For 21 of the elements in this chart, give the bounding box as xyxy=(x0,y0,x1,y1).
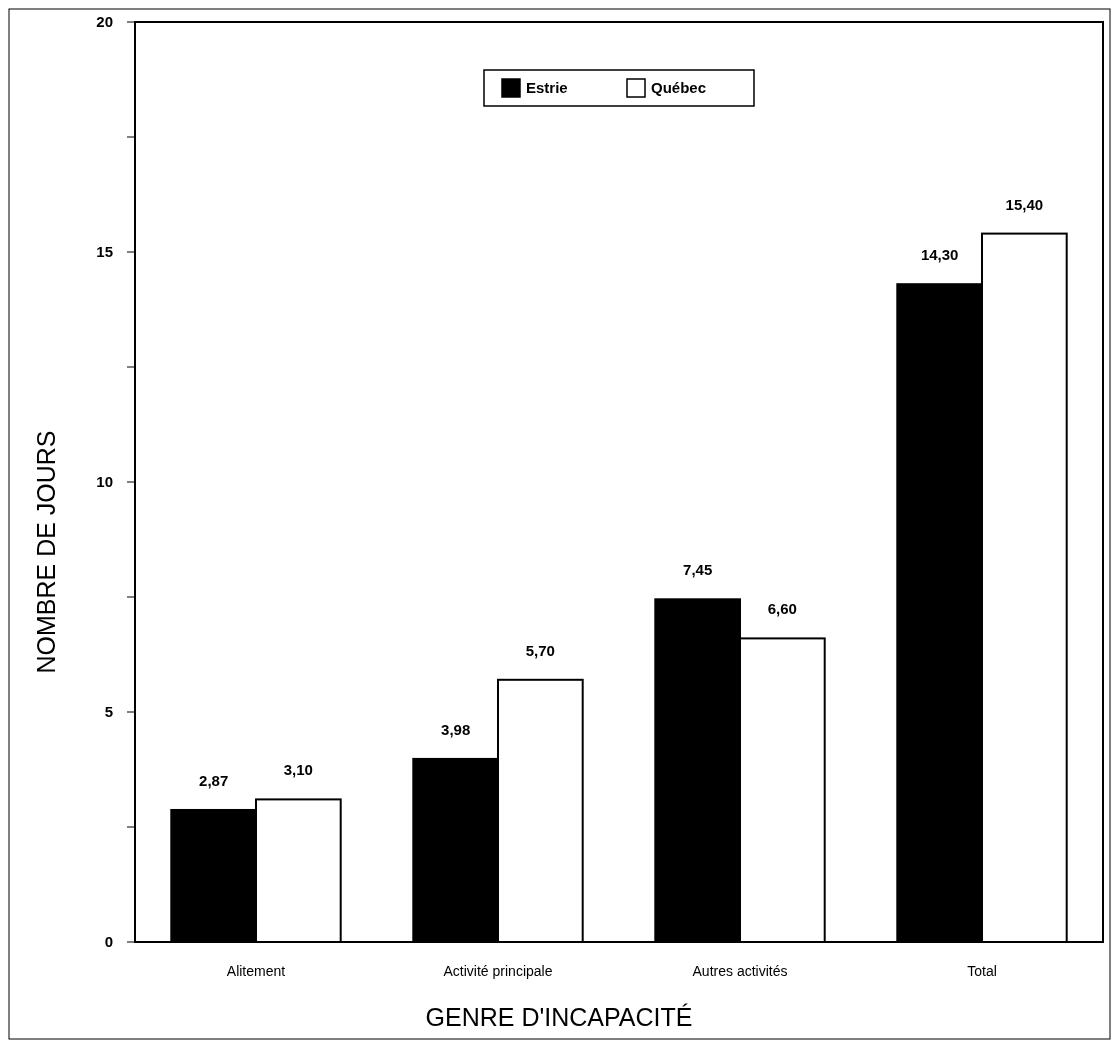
x-tick-label: Alitement xyxy=(226,963,286,979)
legend-label: Estrie xyxy=(526,79,568,97)
data-label: 3,10 xyxy=(283,761,313,779)
x-tick-label: Autres activités xyxy=(692,963,788,979)
legend-label: Québec xyxy=(651,79,707,97)
data-label: 7,45 xyxy=(683,561,713,579)
data-label: 6,60 xyxy=(767,600,797,618)
y-tick-label: 0 xyxy=(104,933,113,951)
x-tick-label: Activité principale xyxy=(443,963,553,979)
data-label: 14,30 xyxy=(920,246,959,264)
data-label: 2,87 xyxy=(199,771,229,789)
y-tick-label: 15 xyxy=(96,243,113,261)
x-tick-label: Total xyxy=(967,963,997,979)
data-label: 3,98 xyxy=(441,720,471,738)
x-axis-title: GENRE D'INCAPACITÉ xyxy=(425,1003,693,1031)
y-axis-title: NOMBRE DE JOURS xyxy=(32,430,60,674)
data-label: 15,40 xyxy=(1005,195,1044,213)
y-tick-label: 5 xyxy=(104,703,113,721)
y-tick-label: 10 xyxy=(96,473,113,491)
y-tick-label: 20 xyxy=(96,13,113,31)
data-label: 5,70 xyxy=(525,641,555,659)
